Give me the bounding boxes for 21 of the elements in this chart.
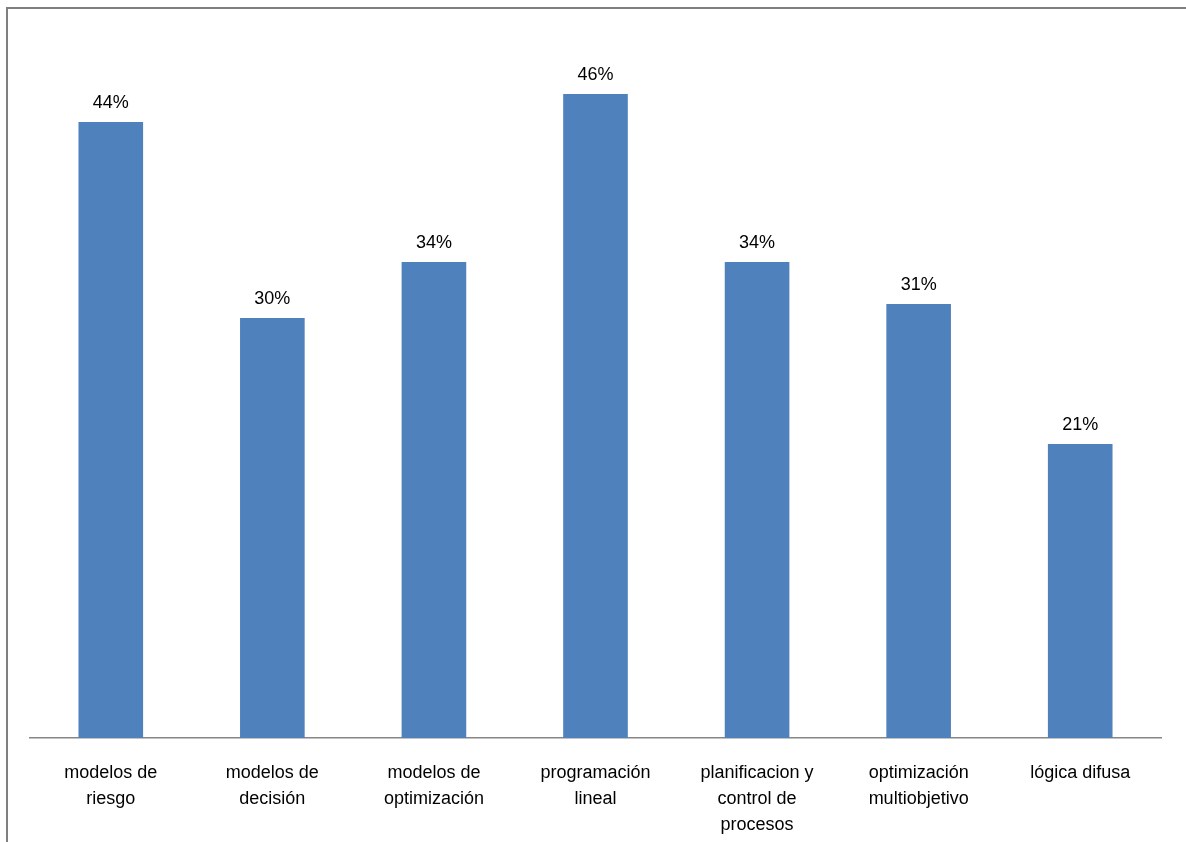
bar [1047,444,1113,738]
x-tick-label: modelos de optimización [383,762,484,809]
x-tick-label: modelos de riesgo [64,762,158,809]
data-label: 34% [739,231,776,252]
x-tick-label: planificacion y control de procesos [700,762,814,835]
x-tick-label: modelos de decisión [225,762,319,809]
data-label: 21% [1062,413,1099,434]
bar [886,304,951,738]
bar [240,318,305,738]
x-tick-label: lógica difusa [1030,762,1132,783]
data-label: 46% [577,63,614,84]
bar [724,262,790,738]
data-label: 30% [254,287,291,308]
data-label: 44% [92,91,129,112]
x-tick-label: programación lineal [540,762,651,809]
bar [78,122,144,738]
x-tick-label: optimización multiobjetivo [868,762,969,809]
data-label: 31% [900,273,937,294]
data-label: 34% [415,231,452,252]
bar [401,262,467,738]
bar [563,94,628,738]
